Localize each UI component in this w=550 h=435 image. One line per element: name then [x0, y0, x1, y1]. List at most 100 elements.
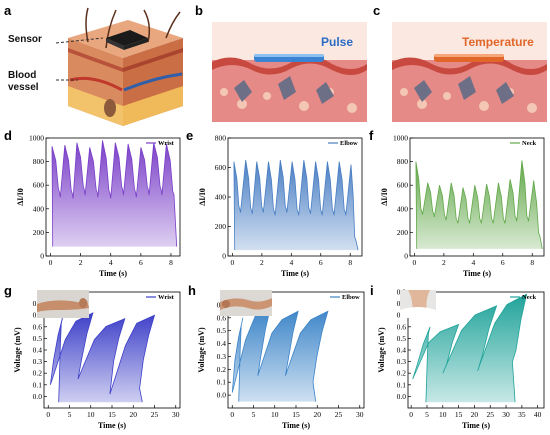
chart-g-series-line	[50, 312, 156, 403]
chart-e-xtick-label: 4	[289, 258, 293, 267]
chart-i-ytick-label: 0.1	[397, 380, 407, 389]
chart-i-xtick-label: 15	[455, 410, 463, 419]
chart-f-ytick-label: 600	[397, 181, 409, 190]
chart-d-xlabel: Time (s)	[99, 269, 127, 278]
chart-g-xtick-label: 10	[87, 410, 95, 419]
chart-i-xtick-label: 25	[486, 410, 494, 419]
chart-i-neck-voltage: 0.00.10.20.30.40.50.60.70.80.90510152025…	[377, 288, 545, 430]
chart-f-xtick-label: 4	[471, 258, 475, 267]
panel-letter-e: e	[186, 128, 194, 143]
chart-g-ytick-label: 0.3	[33, 357, 43, 366]
chart-g-ytick-label: 0.5	[33, 334, 43, 343]
chart-h-xtick-label: 15	[292, 410, 300, 419]
chart-i-xtick-label: 5	[425, 410, 429, 419]
chart-i-ytick-label: 0.2	[397, 369, 407, 378]
chart-h-xtick-label: 30	[356, 410, 364, 419]
chart-g-xtick-label: 25	[151, 410, 159, 419]
chart-h-xtick-label: 0	[230, 410, 234, 419]
chart-g-ylabel: Voltage (mV)	[13, 327, 22, 373]
chart-g-legend-label: Wrist	[158, 294, 175, 301]
chart-e-ytick-label: 600	[215, 163, 227, 172]
chart-h-xlabel: Time (s)	[282, 421, 310, 430]
chart-i-xtick-label: 20	[471, 410, 479, 419]
chart-g-xtick-label: 20	[130, 410, 138, 419]
chart-i-ytick-label: 0.5	[397, 334, 407, 343]
chart-h-ytick-label: 0.4	[217, 339, 227, 348]
chart-f-ytick-label: 1000	[393, 134, 408, 143]
chart-d-area	[52, 140, 177, 247]
chart-h-ytick-label: 0.5	[217, 326, 227, 335]
chart-e-ytick-label: 800	[215, 134, 227, 143]
chart-i-ytick-label: 0.6	[397, 322, 407, 331]
chart-h-ylabel: Voltage (mV)	[197, 327, 206, 373]
chart-i-legend-label: Neck	[522, 294, 536, 301]
chart-g-ytick-label: 0.4	[33, 346, 43, 355]
chart-d-xtick-label: 0	[49, 258, 53, 267]
chart-g-xtick-label: 15	[108, 410, 116, 419]
chart-h-xtick-label: 5	[252, 410, 256, 419]
chart-g-ytick-label: 0.0	[33, 392, 43, 401]
chart-h-ytick-label: 0.2	[217, 365, 227, 374]
panel-letter-b: b	[195, 3, 203, 18]
chart-d-ylabel: ΔI/I0	[16, 188, 25, 205]
chart-g-area	[50, 312, 155, 403]
chart-d-ytick-label: 600	[33, 181, 45, 190]
chart-e-xtick-label: 0	[231, 258, 235, 267]
temperature-label: Temperature	[462, 35, 534, 49]
elbow-photo-inset	[220, 290, 272, 316]
chart-g-ytick-label: 0.1	[33, 380, 43, 389]
chart-h-series-line	[231, 306, 329, 402]
chart-i-xtick-label: 0	[409, 410, 413, 419]
chart-h-elbow-voltage: 0.00.10.20.30.40.50.60.7051015202530Time…	[197, 291, 365, 430]
chart-f-xtick-label: 8	[530, 258, 534, 267]
chart-i-xlabel: Time (s)	[462, 421, 490, 430]
pulse-skin-illustration	[212, 22, 367, 122]
chart-f-ytick-label: 400	[397, 204, 409, 213]
chart-f-series-line	[415, 160, 543, 249]
chart-e-xtick-label: 2	[260, 258, 264, 267]
skin-cube-illustration	[55, 7, 183, 126]
chart-d-ytick-label: 0	[40, 252, 44, 261]
chart-h-xtick-label: 10	[271, 410, 279, 419]
temperature-skin-illustration	[392, 22, 547, 122]
chart-g-xlabel: Time (s)	[98, 421, 126, 430]
wrist-photo-inset	[37, 290, 89, 318]
chart-h-ytick-label: 0.6	[217, 313, 227, 322]
chart-d-xtick-label: 4	[109, 258, 113, 267]
chart-e-xlabel: Time (s)	[281, 269, 309, 278]
chart-f-neck-current: 0 200 400 600 800 1000 0 2 4 6 8 Time (s) ΔI/I0 Neck	[380, 134, 545, 278]
chart-i-series-line	[412, 293, 528, 403]
chart-e-ytick-label: 200	[215, 222, 227, 231]
chart-f-xlabel: Time (s)	[463, 269, 491, 278]
chart-d-frame	[45, 137, 181, 257]
chart-f-ylabel: ΔI/I0	[380, 188, 389, 205]
chart-h-xtick-label: 25	[335, 410, 343, 419]
chart-e-ylabel: ΔI/I0	[198, 188, 207, 205]
chart-d-legend-label: Wrist	[158, 140, 175, 147]
chart-i-ytick-label: 0.3	[397, 357, 407, 366]
blood-vessel-label-line2: vessel	[8, 82, 39, 93]
blood-vessel-label-line1: Blood	[8, 70, 37, 81]
chart-d-xtick-label: 2	[79, 258, 83, 267]
chart-e-elbow-current: 0 200 400 600 800 0 2 4 6 8 Time (s) ΔI/I0 Elbow	[198, 134, 363, 278]
chart-h-area	[232, 307, 328, 402]
panel-letter-g: g	[4, 283, 12, 298]
chart-d-ytick-label: 1000	[29, 134, 44, 143]
chart-d-series-line	[51, 140, 178, 247]
chart-i-area	[412, 294, 527, 403]
chart-e-series-line	[233, 160, 359, 251]
chart-d-xtick-label: 8	[169, 258, 173, 267]
chart-e-xtick-label: 8	[348, 258, 352, 267]
panel-letter-a: a	[4, 3, 12, 18]
chart-i-ytick-label: 0.4	[397, 346, 407, 355]
chart-h-ytick-label: 0.3	[217, 352, 227, 361]
chart-h-legend-label: Elbow	[342, 294, 360, 301]
panel-letter-f: f	[369, 128, 374, 143]
sensor-label: Sensor	[8, 34, 42, 45]
chart-e-xtick-label: 6	[319, 258, 323, 267]
chart-i-xtick-label: 10	[439, 410, 447, 419]
chart-f-xtick-label: 6	[501, 258, 505, 267]
chart-f-ytick-label: 200	[397, 228, 409, 237]
chart-f-legend-label: Neck	[522, 140, 536, 147]
chart-d-wrist-current: 0 200 400 600 800 1000 0 2 4 6 8 Time (s) ΔI/I0 Wrist	[16, 134, 181, 278]
